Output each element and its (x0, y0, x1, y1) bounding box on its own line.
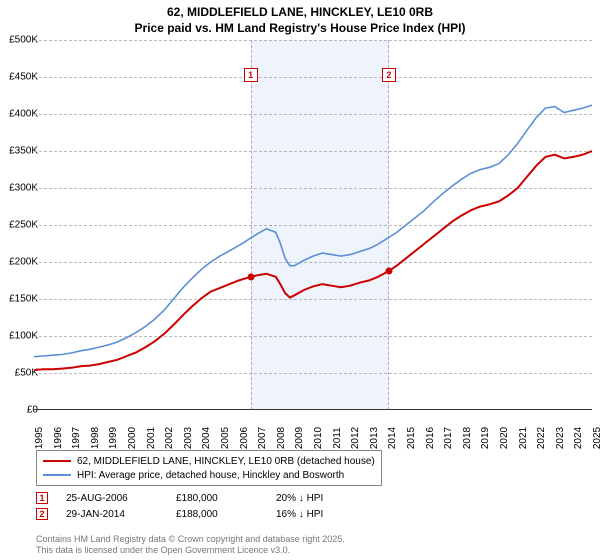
x-tick-label: 2003 (183, 427, 194, 449)
x-tick-label: 2011 (332, 427, 343, 449)
x-tick-label: 2025 (592, 427, 600, 449)
x-tick-label: 2007 (257, 427, 268, 449)
x-tick-label: 2001 (146, 427, 157, 449)
legend-item: 62, MIDDLEFIELD LANE, HINCKLEY, LE10 0RB… (43, 454, 375, 468)
legend-label: 62, MIDDLEFIELD LANE, HINCKLEY, LE10 0RB… (77, 456, 375, 467)
transaction-marker-icon: 1 (36, 492, 48, 504)
transaction-row: 1 25-AUG-2006£180,00020% ↓ HPI (36, 490, 396, 506)
transaction-delta: 20% ↓ HPI (276, 493, 396, 504)
transaction-price: £180,000 (176, 493, 276, 504)
x-tick-label: 2006 (239, 427, 250, 449)
x-tick-label: 2021 (518, 427, 529, 449)
x-tick-label: 2019 (480, 427, 491, 449)
x-tick-label: 2010 (313, 427, 324, 449)
x-tick-label: 2015 (406, 427, 417, 449)
footer-line-2: This data is licensed under the Open Gov… (36, 545, 345, 556)
x-tick-label: 1995 (34, 427, 45, 449)
x-tick-label: 2016 (425, 427, 436, 449)
series-hpi (34, 105, 592, 357)
x-tick-label: 1999 (108, 427, 119, 449)
x-tick-label: 2012 (350, 427, 361, 449)
legend-swatch (43, 474, 71, 476)
x-tick-label: 2009 (294, 427, 305, 449)
x-tick-label: 1998 (90, 427, 101, 449)
x-tick-label: 2018 (462, 427, 473, 449)
transaction-marker-label: 2 (382, 68, 396, 82)
transaction-date: 25-AUG-2006 (66, 493, 176, 504)
x-tick-label: 2023 (555, 427, 566, 449)
transaction-price: £188,000 (176, 509, 276, 520)
x-tick-label: 2002 (164, 427, 175, 449)
transaction-marker-label: 1 (244, 68, 258, 82)
x-tick-label: 2005 (220, 427, 231, 449)
x-tick-label: 1996 (53, 427, 64, 449)
footer-attribution: Contains HM Land Registry data © Crown c… (36, 534, 345, 557)
title-block: 62, MIDDLEFIELD LANE, HINCKLEY, LE10 0RB… (0, 0, 600, 36)
x-axis-labels: 1995 1996 1997 1998 1999 2000 2001 2002 2003 2004… (34, 410, 592, 450)
x-tick-label: 2024 (573, 427, 584, 449)
transaction-delta: 16% ↓ HPI (276, 509, 396, 520)
x-tick-label: 1997 (71, 427, 82, 449)
x-tick-label: 2008 (276, 427, 287, 449)
legend-label: HPI: Average price, detached house, Hinc… (77, 470, 344, 481)
title-address: 62, MIDDLEFIELD LANE, HINCKLEY, LE10 0RB (0, 4, 600, 20)
transaction-date: 29-JAN-2014 (66, 509, 176, 520)
series-price_paid (34, 151, 592, 370)
legend: 62, MIDDLEFIELD LANE, HINCKLEY, LE10 0RB… (36, 450, 382, 486)
plot-svg (34, 40, 592, 410)
chart-area: 12 (34, 40, 592, 410)
x-tick-label: 2014 (387, 427, 398, 449)
x-tick-label: 2020 (499, 427, 510, 449)
footer-line-1: Contains HM Land Registry data © Crown c… (36, 534, 345, 545)
legend-swatch (43, 460, 71, 462)
transaction-row: 2 29-JAN-2014£188,00016% ↓ HPI (36, 506, 396, 522)
x-tick-label: 2004 (201, 427, 212, 449)
chart-container: 62, MIDDLEFIELD LANE, HINCKLEY, LE10 0RB… (0, 0, 600, 560)
x-tick-label: 2017 (443, 427, 454, 449)
x-tick-label: 2022 (536, 427, 547, 449)
transaction-dot (247, 273, 254, 280)
transaction-marker-icon: 2 (36, 508, 48, 520)
x-tick-label: 2013 (369, 427, 380, 449)
x-tick-label: 2000 (127, 427, 138, 449)
transaction-dot (385, 267, 392, 274)
title-subtitle: Price paid vs. HM Land Registry's House … (0, 20, 600, 36)
legend-item: HPI: Average price, detached house, Hinc… (43, 468, 375, 482)
transactions-table: 1 25-AUG-2006£180,00020% ↓ HPI 2 29-JAN-201… (36, 490, 396, 522)
